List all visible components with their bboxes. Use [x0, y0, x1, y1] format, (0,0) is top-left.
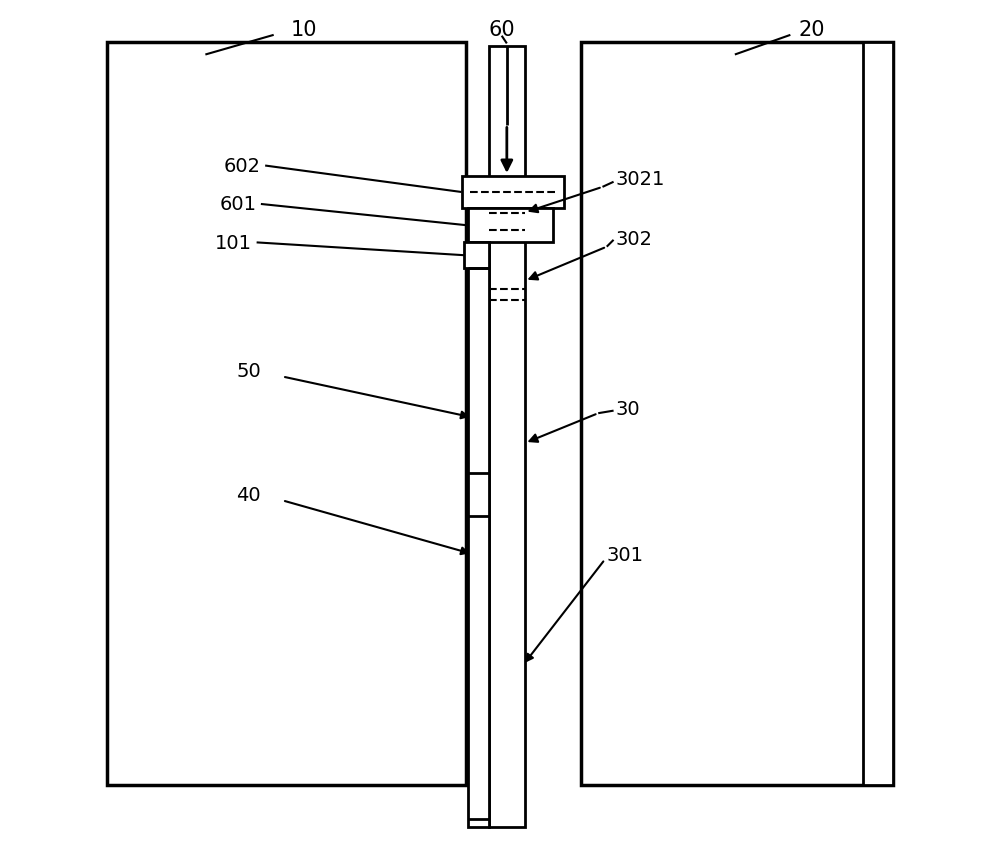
Text: 3021: 3021 [615, 170, 665, 189]
Bar [863, 43, 893, 785]
Text: 101: 101 [215, 234, 252, 252]
Text: 601: 601 [220, 195, 257, 214]
Bar [468, 264, 489, 827]
Bar [464, 243, 489, 269]
Text: 10: 10 [290, 20, 317, 40]
Text: 60: 60 [488, 20, 515, 40]
Bar [107, 43, 466, 785]
Bar [581, 43, 893, 785]
Text: 302: 302 [615, 229, 652, 248]
Text: 50: 50 [236, 362, 261, 380]
Bar [489, 47, 525, 827]
Text: 602: 602 [224, 157, 261, 176]
Text: 301: 301 [607, 545, 644, 564]
Text: 20: 20 [798, 20, 825, 40]
Text: 30: 30 [615, 400, 640, 419]
Bar [462, 177, 564, 209]
Bar [468, 209, 553, 243]
Text: 40: 40 [236, 485, 261, 504]
